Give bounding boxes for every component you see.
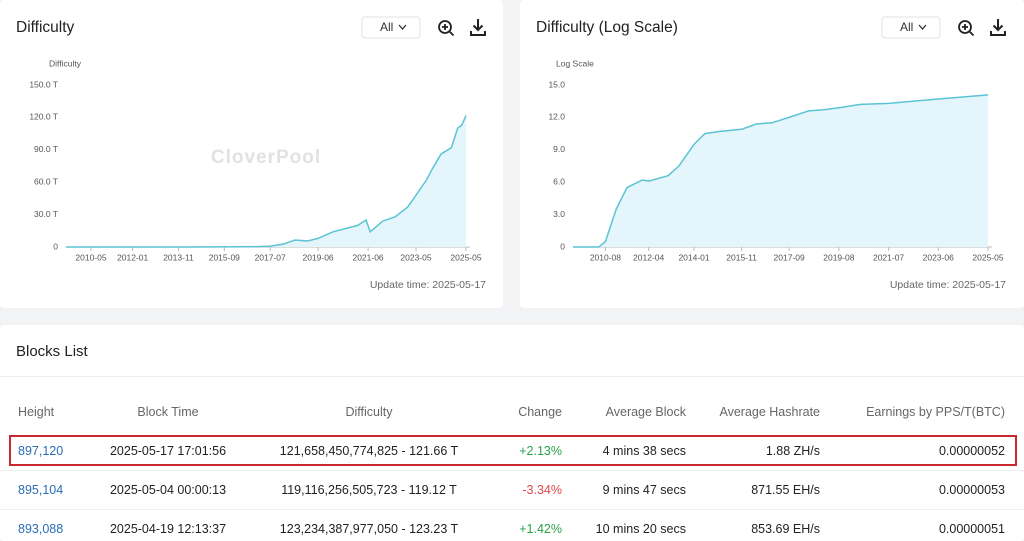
x-tick-label: 2019-06 <box>302 252 333 262</box>
table-cell: 2025-05-17 17:01:56 <box>109 444 227 458</box>
row-divider <box>0 470 1024 471</box>
x-tick-label: 2021-07 <box>873 252 904 262</box>
x-tick-label: 2017-07 <box>255 252 286 262</box>
download-icon[interactable] <box>470 19 486 36</box>
table-cell[interactable]: 897,120 <box>18 444 64 458</box>
y-tick-label: 90.0 T <box>34 144 58 154</box>
x-tick-label: 2021-06 <box>352 252 383 262</box>
table-cell: 10 mins 20 secs <box>595 522 686 536</box>
divider <box>0 376 1024 377</box>
table-cell: 123,234,387,977,050 - 123.23 T <box>279 522 459 536</box>
chart-title: Difficulty (Log Scale) <box>536 19 678 36</box>
chart-card: Difficulty All Difficulty CloverPool 0 30.0 T… <box>0 0 503 308</box>
x-tick-label: 2023-06 <box>923 252 954 262</box>
y-tick-label: 0 <box>53 241 58 251</box>
y-tick-label: 120.0 T <box>29 112 58 122</box>
line <box>573 94 989 248</box>
y-axis-label: Log Scale <box>556 58 594 68</box>
x-tick-label: 2015-11 <box>726 252 757 262</box>
y-tick-label: 12.0 <box>548 112 565 122</box>
update-time: Update time: 2025-05-17 <box>370 279 486 291</box>
y-tick-label: 0 <box>560 241 565 251</box>
blocks-card: Blocks List Height Block Time Difficulty Ch… <box>0 325 1024 541</box>
table-cell: 0.00000053 <box>938 483 1005 497</box>
zoom-icon[interactable] <box>958 20 975 37</box>
table-cell: 871.55 EH/s <box>751 483 820 497</box>
x-tick-label: 2025-05 <box>450 252 481 262</box>
column-header: Difficulty <box>345 405 393 419</box>
chart: Difficulty All Difficulty CloverPool 0 30.0 T… <box>16 16 486 291</box>
area <box>66 115 466 247</box>
dropdown-caret <box>398 24 407 30</box>
download-icon[interactable] <box>990 19 1006 36</box>
y-axis-label: Difficulty <box>49 58 82 68</box>
y-tick-label: 150.0 T <box>29 79 58 89</box>
table-cell: 0.00000052 <box>938 444 1005 458</box>
table-cell: 9 mins 47 secs <box>602 483 686 497</box>
y-tick-label: 30.0 T <box>34 209 58 219</box>
x-tick-label: 2010-05 <box>75 252 106 262</box>
column-header: Change <box>518 405 562 419</box>
table-cell: 1.88 ZH/s <box>765 444 820 458</box>
x-tick-label: 2013-11 <box>163 252 194 262</box>
y-tick-label: 3.0 <box>553 209 565 219</box>
y-tick-label: 15.0 <box>548 79 565 89</box>
column-header: Average Hashrate <box>719 405 820 419</box>
column-header: Average Block <box>605 405 686 419</box>
dropdown-caret <box>918 24 927 30</box>
filter-dropdown[interactable] <box>361 16 421 39</box>
y-tick-label: 6.0 <box>553 176 565 186</box>
line <box>66 115 467 248</box>
highlight-box <box>9 435 1017 466</box>
x-tick-label: 2015-09 <box>209 252 240 262</box>
section-title: Blocks List <box>16 343 88 360</box>
y-tick-label: 9.0 <box>553 144 565 154</box>
filter-label: All <box>380 20 393 34</box>
x-tick-label: 2017-09 <box>774 252 805 262</box>
table-cell: 4 mins 38 secs <box>602 444 686 458</box>
x-tick-label: 2010-08 <box>590 252 621 262</box>
filter-label: All <box>900 20 913 34</box>
x-tick-label: 2012-04 <box>633 252 664 262</box>
x-tick-label: 2023-05 <box>400 252 431 262</box>
watermark: CloverPool <box>211 147 321 168</box>
table-cell[interactable]: 895,104 <box>18 483 64 497</box>
table-cell: 2025-04-19 12:13:37 <box>109 522 227 536</box>
table-cell: 0.00000051 <box>938 522 1005 536</box>
x-tick-label: 2012-01 <box>117 252 148 262</box>
zoom-icon[interactable] <box>438 20 455 37</box>
table-cell: 853.69 EH/s <box>751 522 820 536</box>
filter-dropdown[interactable] <box>881 16 941 39</box>
update-time: Update time: 2025-05-17 <box>890 279 1006 291</box>
table-cell: +1.42% <box>519 522 562 536</box>
table-cell: 121,658,450,774,825 - 121.66 T <box>279 444 459 458</box>
column-header: Block Time <box>137 405 199 419</box>
x-tick-label: 2025-05 <box>972 252 1003 262</box>
table-cell: 2025-05-04 00:00:13 <box>109 483 227 497</box>
chart-title: Difficulty <box>16 19 75 36</box>
column-header: Earnings by PPS/T(BTC) <box>866 405 1005 419</box>
x-tick-label: 2019-08 <box>823 252 854 262</box>
table-cell: +2.13% <box>519 444 562 458</box>
x-tick-label: 2014-01 <box>678 252 709 262</box>
table-cell[interactable]: 893,088 <box>18 522 64 536</box>
table-cell: -3.34% <box>522 483 562 497</box>
area <box>573 94 988 248</box>
row-divider <box>0 509 1024 510</box>
table-cell: 119,116,256,505,723 - 119.12 T <box>281 483 457 497</box>
y-tick-label: 60.0 T <box>34 176 58 186</box>
column-header: Height <box>18 405 55 419</box>
